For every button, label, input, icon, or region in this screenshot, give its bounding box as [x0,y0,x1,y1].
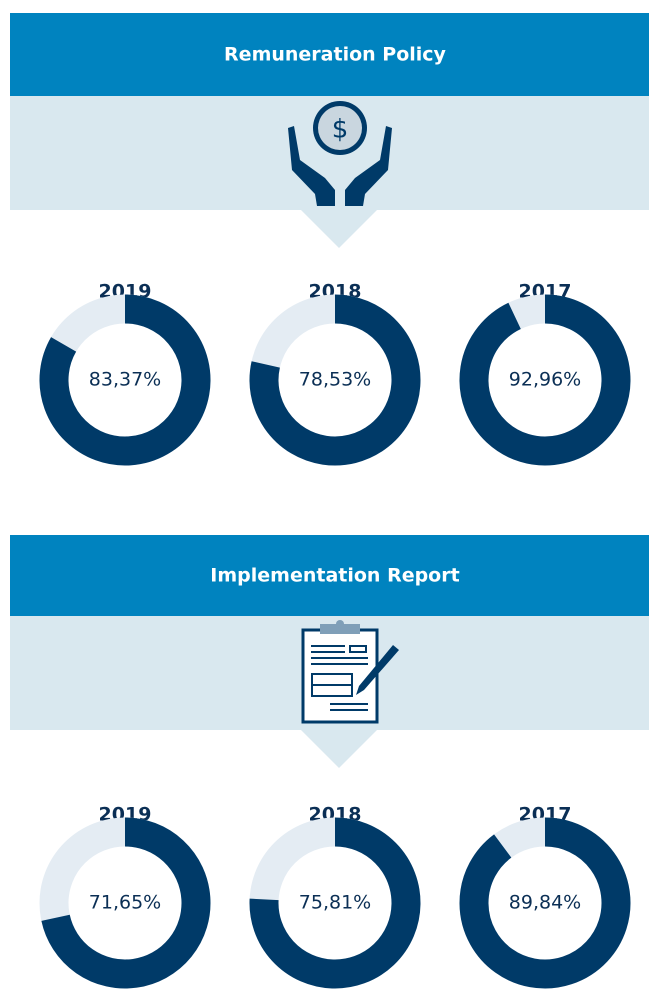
value-label: 92,96% [509,369,581,391]
header-band [10,535,649,616]
arrow [301,730,377,768]
section-title: Implementation Report [210,565,459,587]
section-title: Remuneration Policy [224,44,447,66]
header-band [10,13,649,96]
clipboard-icon [301,620,399,724]
donut-segment [459,817,631,989]
donut-segment [249,817,421,989]
value-label: 75,81% [299,892,371,914]
donut-segment [249,294,421,466]
value-label: 78,53% [299,369,371,391]
value-label: 83,37% [89,369,161,391]
donut-segment [39,294,211,466]
donut-segment [41,817,211,989]
value-label: 71,65% [89,892,161,914]
value-label: 89,84% [509,892,581,914]
arrow [301,210,377,248]
donut-segment [459,294,631,466]
hands-icon: $ [288,101,392,206]
svg-text:$: $ [332,115,349,145]
